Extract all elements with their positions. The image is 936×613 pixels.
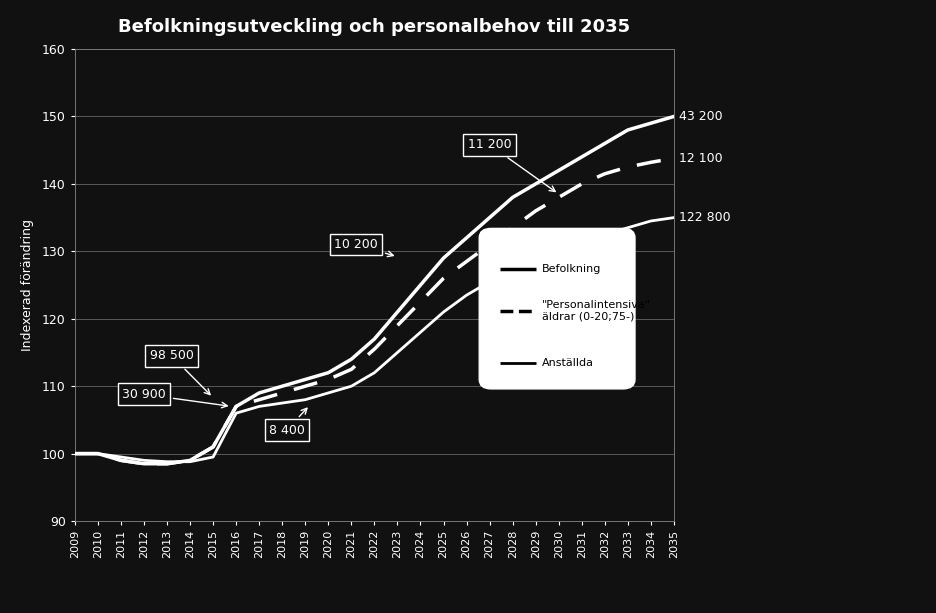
Text: Befolkning: Befolkning <box>542 264 602 273</box>
Text: 12 100: 12 100 <box>679 152 723 165</box>
Text: 11 200: 11 200 <box>468 139 555 191</box>
Text: Anställda: Anställda <box>542 358 594 368</box>
Text: 30 900: 30 900 <box>122 388 227 408</box>
Y-axis label: Indexerad förändring: Indexerad förändring <box>21 219 34 351</box>
Text: 10 200: 10 200 <box>334 238 393 257</box>
Text: 43 200: 43 200 <box>679 110 723 123</box>
FancyBboxPatch shape <box>479 229 635 389</box>
Text: 122 800: 122 800 <box>679 211 730 224</box>
Title: Befolkningsutveckling och personalbehov till 2035: Befolkningsutveckling och personalbehov … <box>118 18 631 36</box>
Text: 98 500: 98 500 <box>150 349 210 395</box>
Text: 8 400: 8 400 <box>269 408 307 436</box>
Text: "Personalintensiva"
äldrar (0-20;75-): "Personalintensiva" äldrar (0-20;75-) <box>542 300 651 322</box>
